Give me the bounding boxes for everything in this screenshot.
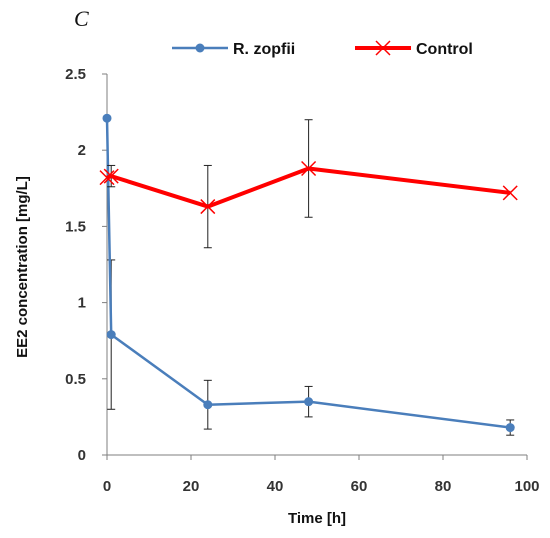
series-control	[99, 119, 518, 249]
data-point	[203, 400, 213, 410]
x-tick-label: 80	[435, 478, 452, 495]
y-tick-label: 2.5	[65, 66, 86, 83]
legend-item-r-zopfii: R. zopfii	[172, 41, 295, 58]
series-r-zopfii	[102, 113, 515, 436]
x-tick-label: 20	[183, 478, 200, 495]
legend-marker	[195, 43, 205, 53]
data-point	[102, 113, 112, 123]
data-point	[301, 160, 317, 177]
axes	[106, 74, 527, 456]
legend-label: R. zopfii	[233, 41, 295, 58]
x-tick-label: 60	[351, 478, 368, 495]
y-tick-label: 1	[78, 295, 86, 312]
x-ticks: 0 20 40 60 80 100	[103, 455, 540, 495]
data-point	[502, 185, 518, 201]
data-point	[103, 168, 119, 184]
y-axis-title: EE2 concentration [mg/L]	[14, 176, 31, 358]
y-tick-label: 0.5	[65, 371, 86, 388]
data-point	[304, 397, 314, 407]
y-tick-label: 2	[78, 142, 86, 159]
y-tick-label: 0	[78, 447, 86, 464]
data-point	[505, 423, 515, 433]
x-tick-label: 40	[267, 478, 284, 495]
data-point	[106, 330, 116, 340]
legend-label: Control	[416, 41, 473, 58]
y-tick-label: 1.5	[65, 218, 86, 235]
x-axis-title: Time [h]	[288, 510, 346, 527]
legend: R. zopfii Control	[172, 40, 473, 58]
legend-marker	[375, 40, 391, 56]
data-point	[200, 199, 216, 215]
plot-area	[99, 113, 518, 436]
x-tick-label: 0	[103, 478, 111, 495]
x-tick-label: 100	[514, 478, 539, 495]
data-point	[99, 170, 115, 186]
panel-label: C	[74, 6, 89, 31]
y-ticks: 0 0.5 1 1.5 2 2.5	[65, 66, 107, 464]
legend-item-control: Control	[355, 40, 473, 58]
